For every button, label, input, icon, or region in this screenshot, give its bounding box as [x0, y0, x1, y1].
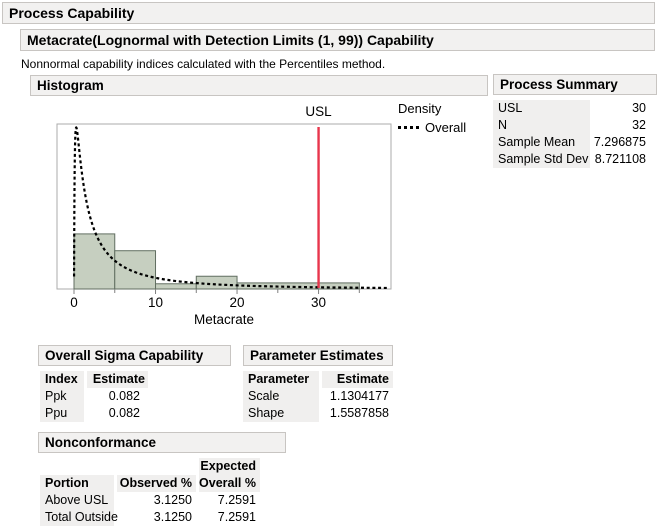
outline-overall-sigma-capability[interactable]: Overall Sigma Capability: [38, 345, 231, 366]
summary-label: Sample Std Dev: [493, 151, 590, 168]
legend-item-overall-label: Overall: [425, 120, 467, 135]
summary-value: 32: [632, 118, 646, 132]
table-row: N 32: [493, 117, 657, 134]
histogram-plot[interactable]: 0 10 20 30 Metacrate USL: [40, 98, 400, 333]
column-header-observed: Observed %: [117, 475, 196, 492]
outline-metacrate-capability-label: Metacrate(Lognormal with Detection Limit…: [27, 32, 434, 48]
estimate-cell: 1.1304177: [329, 389, 389, 403]
column-header-expected-line2: Overall %: [199, 475, 260, 492]
estimate-cell: 1.5587858: [329, 406, 389, 420]
outline-histogram[interactable]: Histogram: [30, 75, 488, 96]
table-row: USL 30: [493, 100, 657, 117]
outline-process-summary[interactable]: Process Summary: [493, 74, 657, 95]
outline-process-capability-label: Process Capability: [9, 5, 135, 21]
histogram-bar[interactable]: [114, 250, 157, 290]
column-header-parameter: Parameter: [243, 371, 319, 388]
column-header-estimate: Estimate: [322, 371, 393, 388]
legend-title: Density: [398, 101, 442, 116]
table-row: Sample Std Dev 8.721108: [493, 151, 657, 168]
table-row: Sample Mean 7.296875: [493, 134, 657, 151]
summary-label: N: [493, 117, 590, 134]
outline-overall-sigma-label: Overall Sigma Capability: [45, 348, 204, 363]
column-header-estimate: Estimate: [87, 371, 148, 388]
parameter-cell: Scale: [243, 388, 319, 405]
index-cell: Ppu: [40, 405, 84, 422]
overall-dashed-line-icon: [398, 126, 421, 129]
outline-histogram-label: Histogram: [37, 78, 104, 93]
percentiles-method-note: Nonnormal capability indices calculated …: [21, 57, 386, 71]
observed-cell: 3.1250: [153, 493, 192, 507]
outline-process-capability[interactable]: Process Capability: [2, 2, 655, 24]
legend-item-overall[interactable]: Overall: [398, 120, 466, 135]
index-cell: Ppk: [40, 388, 84, 405]
column-header-index: Index: [40, 371, 84, 388]
outline-parameter-estimates-label: Parameter Estimates: [250, 348, 384, 363]
usl-label: USL: [305, 104, 332, 119]
expected-cell: 7.2591: [217, 493, 256, 507]
summary-label: USL: [493, 100, 590, 117]
column-header-portion: Portion: [40, 475, 114, 492]
x-tick-label: 10: [148, 295, 163, 310]
outline-metacrate-capability[interactable]: Metacrate(Lognormal with Detection Limit…: [20, 29, 655, 51]
portion-cell: Total Outside: [40, 509, 118, 526]
outline-nonconformance[interactable]: Nonconformance: [38, 432, 286, 453]
column-header-expected-line1: Expected: [199, 458, 260, 475]
portion-cell: Above USL: [40, 492, 114, 509]
outline-parameter-estimates[interactable]: Parameter Estimates: [243, 345, 393, 366]
summary-value: 30: [632, 101, 646, 115]
parameter-cell: Shape: [243, 405, 319, 422]
overall-density-curve[interactable]: [72, 126, 388, 290]
outline-process-summary-label: Process Summary: [500, 77, 618, 92]
histogram-svg: 0 10 20 30 Metacrate USL: [56, 104, 392, 327]
x-tick-label: 0: [70, 295, 78, 310]
summary-value: 8.721108: [594, 152, 646, 166]
estimate-cell: 0.082: [108, 389, 140, 403]
summary-value: 7.296875: [593, 135, 646, 149]
outline-nonconformance-label: Nonconformance: [45, 435, 157, 450]
x-tick-label: 30: [311, 295, 326, 310]
estimate-cell: 0.082: [108, 406, 140, 420]
x-tick-label: 20: [230, 295, 245, 310]
observed-cell: 3.1250: [153, 510, 192, 524]
summary-label: Sample Mean: [493, 134, 590, 151]
x-axis-title: Metacrate: [194, 312, 254, 327]
expected-cell: 7.2591: [217, 510, 256, 524]
histogram-bar[interactable]: [155, 283, 197, 290]
histogram-bar[interactable]: [73, 233, 116, 290]
